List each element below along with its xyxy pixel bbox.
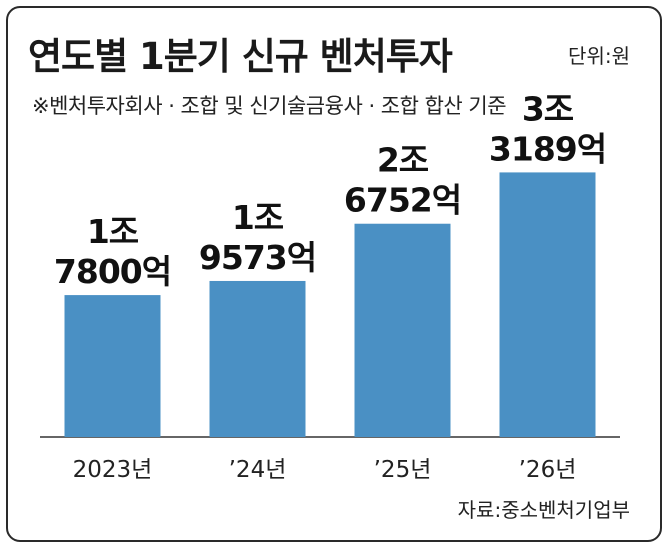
data-label-1-2: 7800억	[54, 252, 171, 291]
data-label-1-1: 1조	[87, 212, 139, 251]
data-label-4-1: 3조	[522, 89, 574, 128]
data-label-3-2: 6752억	[344, 181, 461, 220]
unit-label: 단위:원	[568, 44, 630, 68]
data-label-4-2: 3189억	[489, 129, 606, 168]
data-label-2-2: 9573억	[199, 238, 316, 277]
x-tick-label-4: ’26년	[519, 457, 577, 483]
x-tick-label-3: ’25년	[374, 457, 432, 483]
footnote: ※벤처투자회사 · 조합 및 신기술금융사 · 조합 합산 기준	[32, 94, 507, 118]
bar-1	[64, 295, 161, 437]
source-label: 자료:중소벤처기업부	[457, 498, 630, 522]
bar-3	[354, 223, 451, 437]
x-tick-label-2: ’24년	[229, 457, 287, 483]
x-tick-label-1: 2023년	[73, 457, 153, 483]
data-label-3-1: 2조	[377, 141, 429, 180]
bar-2	[209, 280, 306, 437]
data-label-2-1: 1조	[232, 198, 284, 237]
chart-title: 연도별 1분기 신규 벤처투자	[28, 35, 453, 78]
bar-4	[499, 172, 596, 437]
